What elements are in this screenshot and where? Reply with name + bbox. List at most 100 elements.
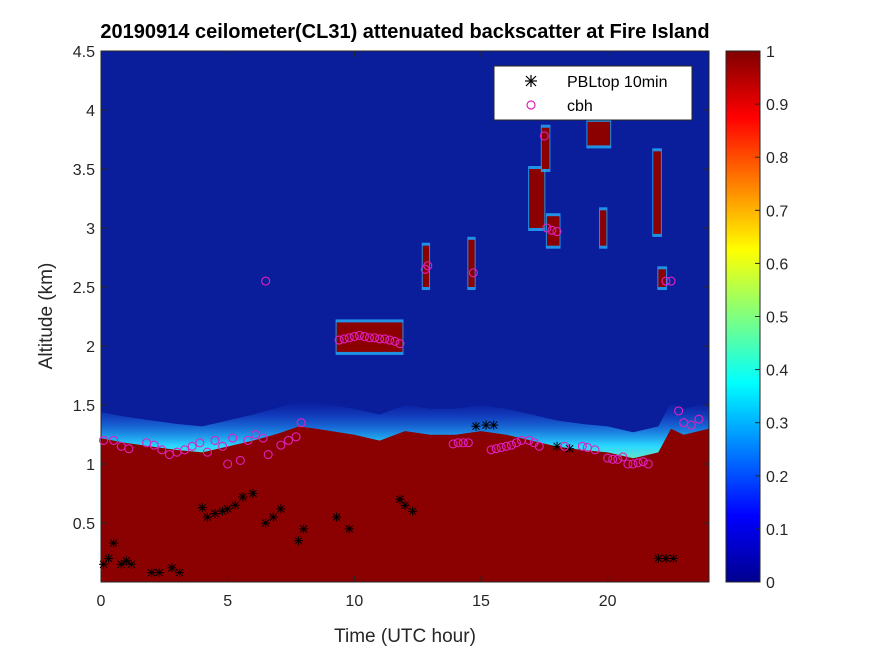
colorbar-tick-label: 0.5 [766, 310, 788, 327]
cbh-point [261, 276, 271, 286]
plot-frame [100, 50, 710, 583]
pbltop-point [197, 503, 207, 513]
x-tick-label: 5 [223, 593, 232, 610]
cbh-point [463, 438, 473, 448]
pbltop-point [223, 504, 233, 514]
cbh-point [560, 441, 570, 451]
pbltop-point [661, 553, 671, 563]
y-tick-label: 1.5 [73, 398, 95, 415]
cbh-point [638, 457, 648, 467]
pbltop-point [261, 518, 271, 528]
pbltop-point [167, 563, 177, 573]
cbh-point [98, 435, 109, 445]
cbh-point [235, 455, 245, 466]
pbltop-point [121, 556, 131, 566]
pbltop-point [154, 568, 164, 578]
pbltop-point [552, 441, 562, 451]
cbh-point [468, 268, 478, 278]
pbltop-point [248, 489, 258, 498]
cbh-point [506, 440, 516, 450]
cbh-point [344, 333, 354, 343]
cbh-point [124, 444, 134, 454]
y-tick-label: 3.5 [73, 162, 95, 179]
cbh-point [283, 435, 294, 445]
y-tick-label: 2 [86, 339, 95, 356]
cbh-point [496, 442, 506, 453]
cbh-point [180, 445, 190, 455]
cbh-point [590, 445, 600, 455]
pbltop-point [294, 536, 304, 546]
cbh-point [263, 450, 273, 460]
pbltop-point [481, 420, 491, 430]
cbh-point [250, 429, 261, 440]
y-axis-label: Altitude (km) [36, 263, 57, 370]
cbh-point [552, 226, 562, 237]
colorbar-tick-label: 0.9 [766, 97, 788, 114]
pbltop-point [116, 559, 126, 569]
pbltop-point [104, 553, 114, 563]
cbh-point [674, 406, 684, 416]
cbh-point [539, 131, 549, 141]
cbh-point [276, 440, 286, 450]
cloud-layers [335, 118, 667, 355]
x-tick-label: 0 [97, 593, 106, 610]
colorbar-tick-label: 0.2 [766, 469, 788, 486]
pbltop-point [565, 444, 575, 454]
colorbar-ticks: 0 0.1 0.2 0.3 0.4 0.5 0.6 0.7 0.8 0.9 1 [755, 44, 788, 592]
cbh-point [534, 441, 544, 451]
series-cbh [98, 131, 704, 469]
pbltop-point [400, 500, 410, 510]
cbh-point [375, 334, 385, 344]
cloud-layer [587, 121, 611, 146]
cbh-point [202, 447, 212, 457]
pbltop-point [175, 568, 185, 578]
pbltop-point [299, 524, 309, 534]
cbh-point [491, 444, 501, 454]
cbh-point [354, 330, 364, 340]
cbh-point [210, 435, 220, 445]
y-tick-label: 4.5 [73, 44, 95, 61]
legend-box [493, 65, 693, 121]
cbh-point [157, 445, 167, 455]
pbltop-point [276, 504, 286, 514]
pbltop-point [126, 559, 136, 569]
pbltop-point [238, 492, 248, 502]
cloud-layer [541, 127, 550, 169]
legend-label-cbh: cbh [567, 98, 593, 115]
pbltop-point [332, 512, 342, 522]
cbh-point [643, 459, 653, 469]
x-axis-label: Time (UTC hour) [334, 626, 476, 647]
pbltop-point [653, 553, 663, 563]
cbh-point [390, 336, 400, 346]
cloud-layer [653, 151, 661, 234]
cbh-point [218, 441, 228, 451]
cbh-point [109, 435, 119, 445]
cbh-point [364, 333, 375, 343]
cbh-point [618, 452, 628, 462]
cbh-point [666, 276, 676, 286]
y-tick-label: 1 [86, 457, 95, 474]
cbh-point [223, 459, 233, 469]
cbh-point [524, 435, 534, 445]
cbh-point [633, 458, 643, 468]
pbltop-point [99, 559, 109, 569]
cbh-point [458, 438, 468, 448]
colorbar-tick-label: 0.6 [766, 256, 788, 273]
colorbar-tick-label: 0.4 [766, 363, 788, 380]
pbltop-point [230, 500, 240, 510]
heatmap-area [101, 51, 709, 582]
cbh-point [228, 433, 238, 443]
x-tick-label: 10 [345, 593, 363, 610]
y-tick-label: 2.5 [73, 280, 95, 297]
pbltop-point [408, 506, 418, 516]
cbh-point [453, 438, 463, 448]
cbh-point [686, 420, 696, 430]
cbh-point [187, 441, 197, 451]
cbh-point [296, 418, 306, 428]
cbh-point [349, 332, 359, 342]
cbh-point [486, 445, 496, 455]
colorbar-tick-label: 0.8 [766, 150, 788, 167]
cbh-point [613, 454, 623, 464]
pbltop-point [147, 568, 157, 578]
cbh-point [195, 438, 205, 448]
